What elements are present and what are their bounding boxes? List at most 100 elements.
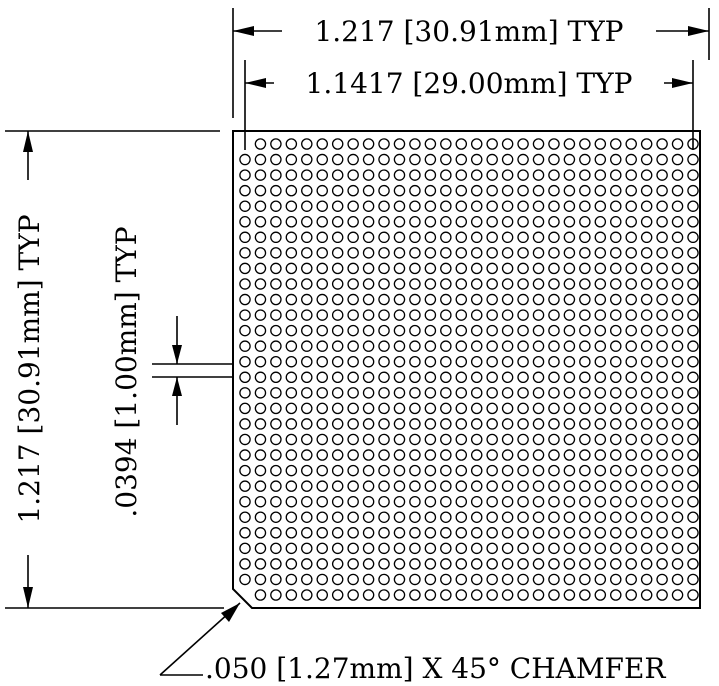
solder-ball: [316, 138, 328, 150]
solder-ball: [455, 402, 468, 415]
solder-ball: [409, 184, 421, 197]
solder-ball: [455, 184, 468, 197]
solder-ball: [270, 184, 282, 197]
solder-ball: [301, 355, 313, 368]
solder-ball: [362, 558, 375, 570]
arrow-height-bottom: [23, 587, 33, 608]
solder-ball: [470, 247, 483, 259]
solder-ball: [270, 278, 282, 290]
solder-ball: [424, 138, 437, 150]
solder-ball: [656, 340, 668, 352]
solder-ball: [424, 262, 437, 275]
solder-ball: [470, 153, 483, 166]
solder-ball: [532, 340, 545, 352]
solder-ball: [285, 293, 298, 306]
solder-ball: [378, 340, 390, 352]
solder-ball: [378, 511, 390, 523]
solder-ball: [409, 340, 421, 352]
solder-ball: [579, 231, 591, 244]
solder-ball: [486, 293, 498, 306]
solder-ball: [409, 216, 421, 228]
solder-ball: [424, 464, 437, 477]
solder-ball: [239, 153, 251, 166]
solder-ball: [610, 542, 622, 555]
solder-ball: [563, 262, 576, 275]
solder-ball: [393, 278, 406, 290]
solder-ball: [393, 464, 406, 477]
solder-ball: [517, 371, 529, 384]
solder-ball: [347, 433, 359, 446]
solder-ball: [486, 169, 498, 181]
solder-ball: [301, 340, 313, 352]
solder-ball: [517, 169, 529, 181]
solder-ball: [548, 589, 560, 601]
solder-ball: [347, 573, 359, 586]
solder-ball: [316, 573, 328, 586]
solder-ball: [424, 200, 437, 212]
solder-ball: [579, 527, 591, 539]
solder-ball: [285, 542, 298, 555]
solder-ball: [270, 558, 282, 570]
solder-ball: [393, 309, 406, 321]
solder-ball: [455, 480, 468, 492]
solder-ball: [393, 262, 406, 275]
solder-ball: [239, 278, 251, 290]
solder-ball: [424, 309, 437, 321]
solder-ball: [470, 184, 483, 197]
solder-ball: [656, 511, 668, 523]
solder-ball: [409, 573, 421, 586]
solder-ball: [532, 433, 545, 446]
solder-ball: [393, 480, 406, 492]
solder-ball: [347, 355, 359, 368]
solder-ball: [301, 200, 313, 212]
solder-ball: [610, 262, 622, 275]
solder-ball: [548, 355, 560, 368]
solder-ball: [424, 542, 437, 555]
solder-ball: [548, 371, 560, 384]
solder-ball: [378, 293, 390, 306]
solder-ball: [440, 418, 452, 430]
solder-ball: [254, 309, 267, 321]
solder-ball: [501, 527, 514, 539]
solder-ball: [687, 324, 699, 337]
solder-ball: [517, 262, 529, 275]
solder-ball: [455, 262, 468, 275]
solder-ball: [671, 355, 684, 368]
solder-ball: [640, 495, 653, 508]
solder-ball: [409, 495, 421, 508]
solder-ball: [347, 387, 359, 399]
solder-ball: [687, 216, 699, 228]
solder-ball: [687, 153, 699, 166]
solder-ball: [393, 387, 406, 399]
solder-ball: [486, 200, 498, 212]
solder-ball: [393, 355, 406, 368]
solder-ball: [548, 216, 560, 228]
solder-ball: [671, 480, 684, 492]
solder-ball: [671, 153, 684, 166]
solder-ball: [440, 387, 452, 399]
solder-ball: [393, 216, 406, 228]
solder-ball: [254, 371, 267, 384]
solder-ball: [486, 464, 498, 477]
solder-ball: [625, 387, 637, 399]
solder-ball: [239, 387, 251, 399]
solder-ball: [579, 387, 591, 399]
solder-ball: [687, 402, 699, 415]
solder-ball: [625, 573, 637, 586]
solder-ball: [393, 138, 406, 150]
solder-ball: [470, 495, 483, 508]
solder-ball: [625, 324, 637, 337]
solder-ball: [532, 464, 545, 477]
solder-ball: [656, 216, 668, 228]
solder-ball: [362, 511, 375, 523]
solder-ball: [270, 387, 282, 399]
solder-ball: [594, 495, 607, 508]
solder-ball: [548, 169, 560, 181]
solder-ball: [254, 387, 267, 399]
solder-ball: [254, 418, 267, 430]
solder-ball: [501, 138, 514, 150]
solder-ball: [239, 324, 251, 337]
solder-ball: [563, 355, 576, 368]
solder-ball: [239, 558, 251, 570]
solder-ball: [594, 418, 607, 430]
